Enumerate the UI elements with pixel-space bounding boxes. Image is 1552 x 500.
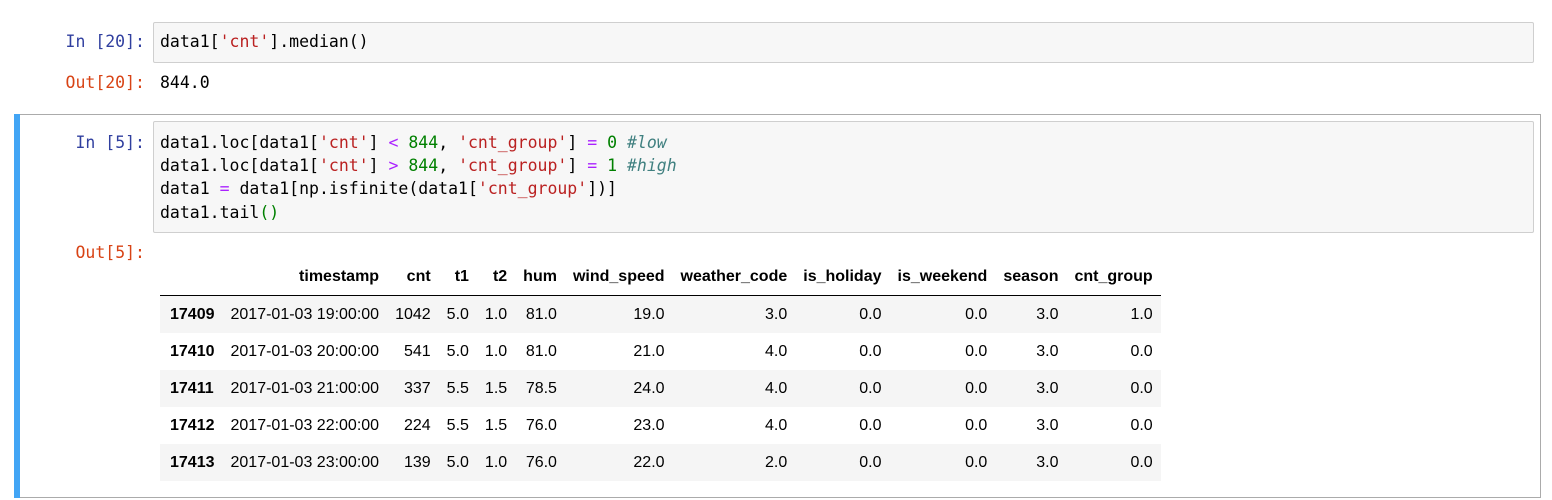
table-cell: 23.0: [633, 416, 665, 434]
selected-cell-border[interactable]: [14, 114, 1541, 498]
table-cell: 0.0: [965, 453, 988, 471]
table-cell: 76.0: [525, 416, 557, 434]
table-cell: 21.0: [633, 342, 665, 360]
table-cell: 4.0: [765, 379, 788, 397]
row-index: 17411: [170, 379, 214, 397]
table-cell: 3.0: [1036, 305, 1059, 323]
table-cell: 5.5: [446, 379, 469, 397]
column-header: is_holiday: [803, 267, 882, 285]
table-cell: 2017-01-03 19:00:00: [230, 305, 380, 323]
row-index: 17410: [170, 342, 215, 360]
table-header-row: timestamp cnt t1 t2 hum wind_speed weath…: [160, 258, 1161, 296]
table-cell: 0.0: [1130, 379, 1153, 397]
table-cell: 24.0: [633, 379, 665, 397]
row-index: 17413: [170, 453, 215, 471]
table-cell: 81.0: [525, 342, 557, 360]
table-row: 17409 2017-01-03 19:00:00 1042 5.0 1.0 8…: [160, 295, 1161, 333]
table-cell: 19.0: [633, 305, 665, 323]
table-cell: 337: [403, 379, 431, 397]
table-cell: 139: [403, 453, 431, 471]
table-cell: 4.0: [765, 416, 788, 434]
table-row: 17413 2017-01-03 23:00:00 139 5.0 1.0 76…: [160, 444, 1161, 481]
table-cell: 2.0: [765, 453, 788, 471]
table-row: 17410 2017-01-03 20:00:00 541 5.0 1.0 81…: [160, 333, 1161, 370]
table-cell: 0.0: [965, 342, 988, 360]
cell-1-code-line: data1['cnt'].median(): [160, 32, 369, 51]
table-cell: 0.0: [859, 305, 882, 323]
table-row: 17412 2017-01-03 22:00:00 224 5.5 1.5 76…: [160, 407, 1161, 444]
table-cell: 3.0: [1036, 416, 1059, 434]
column-header: timestamp: [299, 267, 380, 285]
code-line-1: data1.loc[data1['cnt'] < 844, 'cnt_group…: [160, 133, 667, 152]
table-cell: 3.0: [1036, 453, 1059, 471]
cell-2-code-editor[interactable]: data1.loc[data1['cnt'] < 844, 'cnt_group…: [153, 121, 1534, 233]
cell-2-out-prompt: Out[5]:: [75, 243, 145, 262]
table-cell: 5.0: [446, 305, 469, 323]
table-cell: 3.0: [1036, 342, 1059, 360]
table-cell: 1.5: [484, 379, 508, 397]
column-header: t1: [454, 267, 469, 285]
row-index: 17409: [170, 305, 215, 323]
row-index: 17412: [170, 416, 215, 434]
dataframe-output-table: timestamp cnt t1 t2 hum wind_speed weath…: [160, 258, 1161, 481]
table-cell: 0.0: [859, 379, 882, 397]
cell-1-out-prompt: Out[20]:: [65, 73, 145, 92]
column-header: hum: [523, 267, 557, 285]
table-cell: 76.0: [525, 453, 557, 471]
table-cell: 5.5: [446, 416, 469, 434]
table-cell: 0.0: [859, 342, 882, 360]
table-cell: 541: [403, 342, 431, 360]
table-cell: 0.0: [965, 416, 988, 434]
table-cell: 3.0: [765, 305, 788, 323]
cell-2-in-prompt: In [5]:: [75, 133, 145, 152]
selected-cell-indicator: [14, 114, 20, 498]
table-cell: 2017-01-03 22:00:00: [230, 416, 380, 434]
table-cell: 0.0: [859, 416, 882, 434]
table-cell: 1.0: [484, 342, 508, 360]
table-cell: 81.0: [525, 305, 557, 323]
table-cell: 22.0: [633, 453, 665, 471]
table-cell: 0.0: [1130, 342, 1153, 360]
table-cell: 4.0: [765, 342, 788, 360]
table-cell: 5.0: [446, 453, 469, 471]
column-header: cnt: [406, 267, 431, 285]
table-row: 17411 2017-01-03 21:00:00 337 5.5 1.5 78…: [160, 370, 1161, 407]
table-cell: 2017-01-03 21:00:00: [230, 379, 380, 397]
table-cell: 0.0: [1130, 453, 1153, 471]
cell-1-in-prompt: In [20]:: [65, 32, 145, 51]
table-cell: 0.0: [859, 453, 882, 471]
table-cell: 1.0: [484, 453, 508, 471]
cell-1-output: 844.0: [160, 73, 210, 92]
column-header: is_weekend: [897, 267, 988, 285]
table-cell: 224: [403, 416, 431, 434]
table-cell: 0.0: [965, 379, 988, 397]
code-line-3: data1 = data1[np.isfinite(data1['cnt_gro…: [160, 179, 617, 198]
column-header: wind_speed: [572, 267, 665, 285]
table-cell: 1.0: [484, 305, 508, 323]
table-cell: 1.0: [1130, 305, 1153, 323]
table-cell: 0.0: [1130, 416, 1153, 434]
table-cell: 0.0: [965, 305, 988, 323]
column-header: season: [1003, 267, 1059, 285]
column-header: [160, 258, 223, 296]
code-line-4: data1.tail(): [160, 203, 280, 222]
table-cell: 2017-01-03 23:00:00: [230, 453, 380, 471]
table-cell: 2017-01-03 20:00:00: [230, 342, 380, 360]
table-cell: 5.0: [446, 342, 469, 360]
table-cell: 3.0: [1036, 379, 1059, 397]
column-header: weather_code: [680, 267, 788, 285]
cell-1-code-editor[interactable]: data1['cnt'].median(): [153, 22, 1534, 63]
table-cell: 1042: [395, 305, 431, 323]
column-header: cnt_group: [1074, 267, 1153, 285]
table-cell: 78.5: [525, 379, 557, 397]
code-line-2: data1.loc[data1['cnt'] > 844, 'cnt_group…: [160, 156, 677, 175]
column-header: t2: [492, 267, 508, 285]
table-cell: 1.5: [484, 416, 508, 434]
